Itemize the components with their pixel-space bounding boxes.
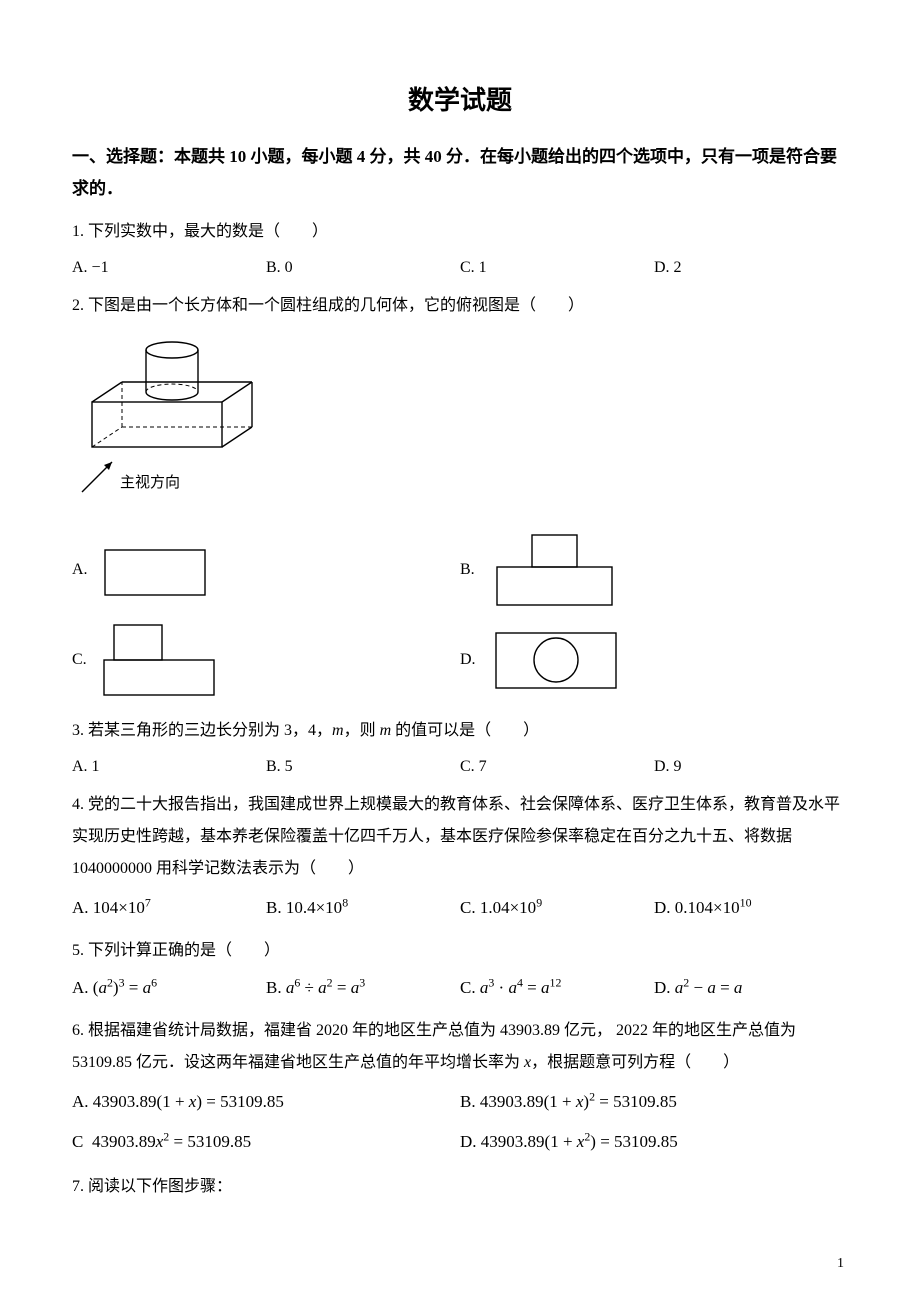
q3-text: 3. 若某三角形的三边长分别为 3，4，m，则 m 的值可以是（ ）: [72, 715, 848, 747]
q5-options: A. (a2)3 = a6 B. a6 ÷ a2 = a3 C. a3 · a4…: [72, 971, 848, 1005]
q7-text: 7. 阅读以下作图步骤：: [72, 1171, 848, 1203]
q2-text: 2. 下图是由一个长方体和一个圆柱组成的几何体，它的俯视图是（ ）: [72, 290, 848, 322]
q5-c: C. a3 · a4 = a12: [460, 971, 654, 1005]
page-title: 数学试题: [72, 80, 848, 117]
q6-a: A. 43903.89(1 + x) = 53109.85: [72, 1085, 460, 1119]
q1-text: 1. 下列实数中，最大的数是（ ）: [72, 216, 848, 248]
q2-c: C.: [72, 615, 460, 705]
q1-a: A. −1: [72, 252, 266, 284]
q5-d: D. a2 − a = a: [654, 971, 848, 1005]
q6-options-2: C43903.89x2 = 53109.85 D. 43903.89(1 + x…: [72, 1125, 848, 1159]
q4-options: A. 104×107 B. 10.4×108 C. 1.04×109 D. 0.…: [72, 891, 848, 925]
q3-d: D. 9: [654, 751, 848, 783]
q4-c: C. 1.04×109: [460, 891, 654, 925]
q3-options: A. 1 B. 5 C. 7 D. 9: [72, 751, 848, 783]
q1-d: D. 2: [654, 252, 848, 284]
page-number: 1: [837, 1256, 844, 1272]
q5-b: B. a6 ÷ a2 = a3: [266, 971, 460, 1005]
q4-b: B. 10.4×108: [266, 891, 460, 925]
q3-a: A. 1: [72, 751, 266, 783]
q1-c: C. 1: [460, 252, 654, 284]
q3-b: B. 5: [266, 751, 460, 783]
q2-d: D.: [460, 615, 848, 705]
q3-c: C. 7: [460, 751, 654, 783]
q1-options: A. −1 B. 0 C. 1 D. 2: [72, 252, 848, 284]
q2-a-label: A.: [72, 561, 88, 579]
q6-options-1: A. 43903.89(1 + x) = 53109.85 B. 43903.8…: [72, 1085, 848, 1119]
q6-c: C43903.89x2 = 53109.85: [72, 1125, 460, 1159]
q2-b-label: B.: [460, 561, 475, 579]
section-header: 一、选择题：本题共 10 小题，每小题 4 分，共 40 分．在每小题给出的四个…: [72, 141, 848, 206]
q6-text: 6. 根据福建省统计局数据，福建省 2020 年的地区生产总值为 43903.8…: [72, 1015, 848, 1079]
q2-c-label: C.: [72, 651, 87, 669]
q2-figure: 主视方向: [72, 332, 848, 507]
q5-a: A. (a2)3 = a6: [72, 971, 266, 1005]
q2-d-label: D.: [460, 651, 476, 669]
q2-options: A. B. C. D.: [72, 525, 848, 705]
q4-a: A. 104×107: [72, 891, 266, 925]
q2-a: A.: [72, 525, 460, 615]
view-direction-label: 主视方向: [120, 474, 180, 491]
q6-d: D. 43903.89(1 + x2) = 53109.85: [460, 1125, 848, 1159]
q1-b: B. 0: [266, 252, 460, 284]
q4-text: 4. 党的二十大报告指出，我国建成世界上规模最大的教育体系、社会保障体系、医疗卫…: [72, 789, 848, 885]
q6-b: B. 43903.89(1 + x)2 = 53109.85: [460, 1085, 848, 1119]
q4-d: D. 0.104×1010: [654, 891, 848, 925]
q5-text: 5. 下列计算正确的是（ ）: [72, 935, 848, 967]
q2-b: B.: [460, 525, 848, 615]
